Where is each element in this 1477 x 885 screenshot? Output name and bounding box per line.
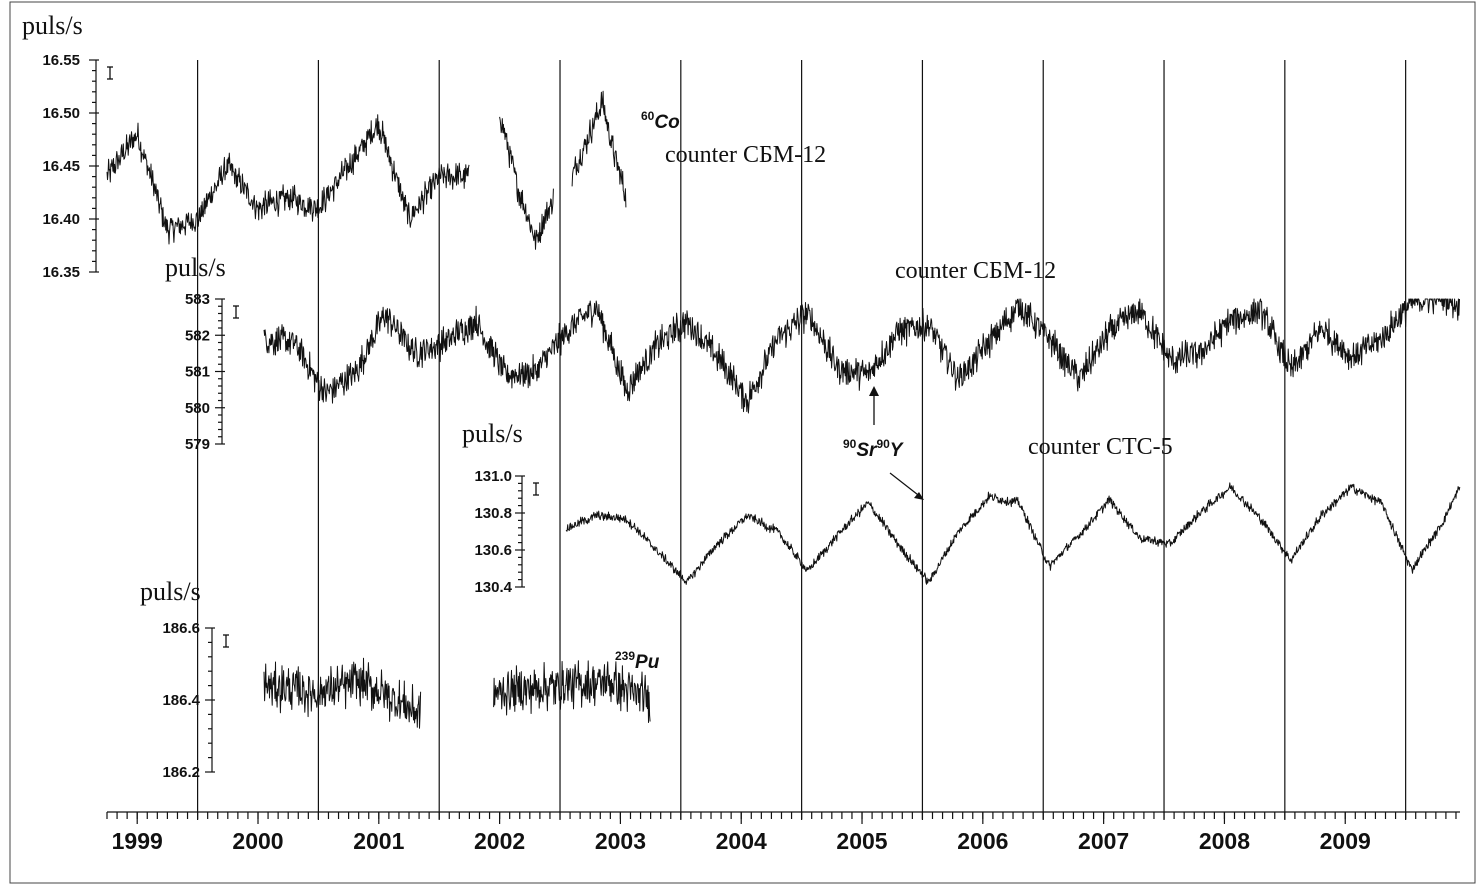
x-tick-label-2005: 2005 bbox=[836, 828, 887, 854]
sr90_cts-y-tick-label: 131.0 bbox=[474, 468, 512, 485]
sr90_cts-trace-segment-0 bbox=[565, 482, 1461, 585]
x-tick-label-2006: 2006 bbox=[957, 828, 1008, 854]
sr90-sbm-ylabel: puls/s bbox=[165, 253, 226, 282]
sr90_sbm-y-tick-label: 583 bbox=[185, 291, 210, 308]
sr90_sbm-trace-segment-0 bbox=[263, 298, 1460, 414]
co60-ylabel: puls/s bbox=[22, 11, 83, 40]
year-boundary-lines bbox=[197, 60, 1407, 820]
x-tick-label-2007: 2007 bbox=[1078, 828, 1129, 854]
sr90-cts-ylabel: puls/s bbox=[462, 419, 523, 448]
co60-y-tick-label: 16.40 bbox=[42, 211, 80, 228]
x-tick-label-1999: 1999 bbox=[112, 828, 163, 854]
panel-sr90_cts: 131.0 130.8 130.6 130.4 bbox=[474, 468, 1461, 596]
x-tick-label-2001: 2001 bbox=[353, 828, 404, 854]
chart-frame bbox=[9, 1, 1476, 884]
sr-symbol: Sr bbox=[856, 440, 878, 461]
sr90_cts-y-tick-label: 130.6 bbox=[474, 542, 512, 559]
co60-symbol: Co bbox=[654, 112, 679, 133]
co60-trace-segment-1 bbox=[499, 116, 554, 250]
pu239-y-tick-label: 186.4 bbox=[162, 692, 200, 709]
sr90_cts-error-bar bbox=[533, 482, 539, 496]
co60-y-tick-label: 16.45 bbox=[42, 158, 80, 175]
x-tick-label-2008: 2008 bbox=[1199, 828, 1250, 854]
sr90-sbm-counter-label: counter СБМ-12 bbox=[895, 258, 1056, 284]
co60-counter-label: counter СБМ-12 bbox=[665, 142, 826, 168]
y90-mass: 90 bbox=[876, 437, 890, 451]
panels: 16.55 16.50 16.45 16.40 16.35 583 582 581 580 579… bbox=[42, 52, 1461, 781]
co60-mass: 60 bbox=[641, 109, 655, 123]
co60-trace-segment-0 bbox=[106, 114, 470, 245]
pu239-y-tick-label: 186.6 bbox=[162, 620, 200, 637]
co60-error-bar bbox=[107, 66, 113, 80]
sr90_cts-y-tick-label: 130.8 bbox=[474, 505, 512, 522]
sr90-mass: 90 bbox=[843, 437, 857, 451]
x-tick-label-2000: 2000 bbox=[232, 828, 283, 854]
pu239-y-tick-label: 186.2 bbox=[162, 764, 200, 781]
co60-y-tick-label: 16.50 bbox=[42, 105, 80, 122]
x-tick-label-2003: 2003 bbox=[595, 828, 646, 854]
co60-y-tick-label: 16.55 bbox=[42, 52, 80, 69]
sr90_sbm-y-tick-label: 581 bbox=[185, 364, 210, 381]
y-symbol: Y bbox=[890, 440, 905, 461]
sr90_sbm-y-tick-label: 580 bbox=[185, 400, 210, 417]
sr90_sbm-y-tick-label: 579 bbox=[185, 436, 210, 453]
pu239-mass: 239 bbox=[615, 649, 635, 663]
co60-y-tick-label: 16.35 bbox=[42, 264, 80, 281]
sr90-cts-counter-label: counter СТС-5 bbox=[1028, 434, 1173, 460]
pu239-ylabel: puls/s bbox=[140, 577, 201, 606]
co60-isotope-label: 60Co bbox=[641, 109, 680, 133]
x-axis-labels: 1999 2000 2001 2002 2003 2004 2005 2006 2007 2008… bbox=[112, 828, 1371, 854]
panel-pu239: 186.6 186.4 186.2 bbox=[162, 620, 651, 781]
sr90_sbm-y-tick-label: 582 bbox=[185, 327, 210, 344]
x-tick-label-2002: 2002 bbox=[474, 828, 525, 854]
sr90y90-isotope-label: 90Sr90Y bbox=[843, 437, 905, 461]
pu239-isotope-label: 239Pu bbox=[615, 649, 660, 673]
x-tick-label-2004: 2004 bbox=[716, 828, 767, 854]
pu239-trace-segment-0 bbox=[263, 657, 422, 729]
pu239-trace-segment-1 bbox=[493, 660, 651, 723]
x-axis-ticks bbox=[106, 812, 1457, 824]
panel-co60: 16.55 16.50 16.45 16.40 16.35 bbox=[42, 52, 627, 281]
sr90_sbm-error-bar bbox=[233, 305, 239, 319]
pu239-error-bar bbox=[223, 634, 229, 648]
sr90-cts-arrow bbox=[889, 472, 924, 500]
sr90-sbm-arrow bbox=[869, 386, 879, 425]
sr90_cts-y-tick-label: 130.4 bbox=[474, 579, 512, 596]
panel-sr90_sbm: 583 582 581 580 579 bbox=[185, 291, 1460, 453]
x-tick-label-2009: 2009 bbox=[1320, 828, 1371, 854]
co60-trace-segment-2 bbox=[571, 90, 627, 208]
pu-symbol: Pu bbox=[635, 652, 660, 673]
